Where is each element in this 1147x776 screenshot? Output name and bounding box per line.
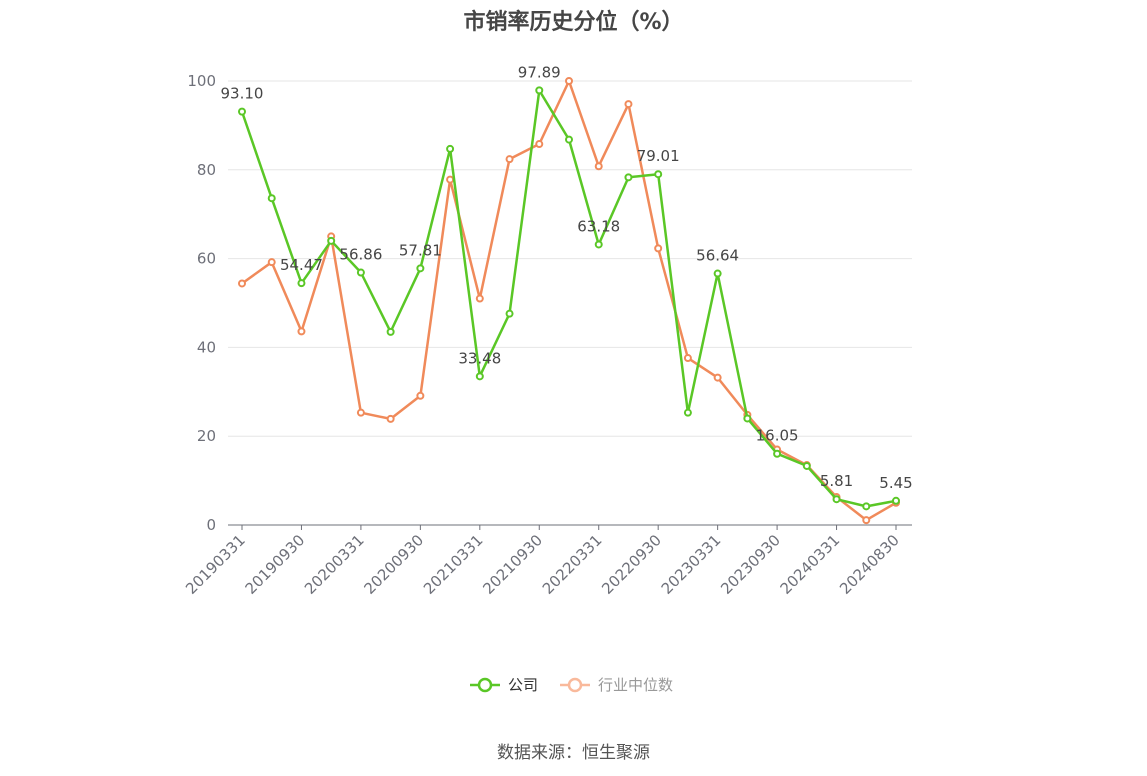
data-point-industry[interactable]: [862, 516, 871, 525]
data-point-company[interactable]: [654, 170, 663, 179]
x-tick-label: 20210930: [479, 531, 546, 598]
x-tick-label: 20200331: [301, 531, 368, 598]
source-note: 数据来源：恒生聚源: [497, 743, 650, 763]
series-industry: [238, 77, 900, 525]
legend-item-industry[interactable]: 行业中位数: [560, 676, 673, 694]
data-point-industry[interactable]: [713, 373, 722, 382]
data-point-industry[interactable]: [356, 408, 365, 417]
data-point-company[interactable]: [743, 414, 752, 423]
data-point-industry[interactable]: [654, 244, 663, 253]
data-label: 57.81: [399, 241, 442, 259]
legend-item-company[interactable]: 公司: [470, 676, 538, 694]
data-label: 63.18: [577, 217, 620, 235]
data-point-industry[interactable]: [475, 294, 484, 303]
data-point-company[interactable]: [297, 279, 306, 288]
series-layer: [238, 77, 900, 525]
data-label: 97.89: [518, 63, 561, 81]
data-point-company[interactable]: [416, 264, 425, 273]
data-point-company[interactable]: [594, 240, 603, 249]
data-point-company[interactable]: [356, 268, 365, 277]
data-point-company[interactable]: [535, 86, 544, 95]
y-tick-label: 100: [187, 72, 216, 90]
data-point-company[interactable]: [832, 495, 841, 504]
data-point-industry[interactable]: [594, 162, 603, 171]
x-tick-label: 20190331: [182, 531, 249, 598]
data-point-industry[interactable]: [565, 77, 573, 85]
data-label: 16.05: [756, 427, 799, 445]
x-tick-label: 20200930: [360, 531, 427, 598]
x-tick-label: 20190930: [242, 531, 309, 598]
data-label: 54.47: [280, 256, 323, 274]
data-point-industry[interactable]: [386, 414, 395, 423]
x-axis: 2019033120190930202003312020093020210331…: [182, 524, 912, 598]
grid-layer: 0 20 40 60 80 100: [187, 72, 912, 534]
data-label: 56.64: [696, 247, 739, 265]
data-label: 56.86: [339, 246, 382, 264]
series-company: [238, 86, 900, 511]
data-point-industry[interactable]: [238, 279, 246, 288]
data-label: 93.10: [221, 85, 264, 103]
data-label: 5.81: [820, 472, 853, 490]
legend-marker-icon: [477, 677, 493, 693]
data-point-industry[interactable]: [535, 140, 544, 149]
data-label-layer: 93.10 54.47 56.86 57.81 33.48 97.89 63.18 79.01…: [221, 63, 913, 491]
legend[interactable]: 公司 行业中位数: [470, 676, 673, 694]
data-point-company[interactable]: [565, 135, 573, 144]
data-point-industry[interactable]: [267, 258, 276, 267]
data-point-company[interactable]: [624, 173, 633, 182]
data-point-company[interactable]: [892, 496, 900, 505]
x-tick-label: 20240331: [777, 531, 844, 598]
series-line-industry: [241, 79, 897, 522]
data-label: 5.45: [879, 474, 912, 492]
data-point-company[interactable]: [713, 269, 722, 278]
data-point-industry[interactable]: [683, 354, 692, 363]
data-point-company[interactable]: [475, 372, 484, 381]
data-point-company[interactable]: [683, 408, 692, 417]
x-tick-label: 20230331: [658, 531, 725, 598]
data-point-industry[interactable]: [297, 327, 306, 336]
data-point-industry[interactable]: [505, 155, 514, 164]
data-point-company[interactable]: [446, 144, 455, 153]
data-point-industry[interactable]: [624, 100, 633, 109]
y-tick-label: 20: [197, 427, 216, 445]
data-point-company[interactable]: [773, 449, 782, 458]
x-tick-label: 20220331: [539, 531, 606, 598]
data-point-company[interactable]: [238, 107, 246, 116]
data-point-company[interactable]: [267, 194, 276, 203]
data-point-company[interactable]: [862, 502, 871, 511]
x-tick-label: 20240830: [836, 531, 903, 598]
x-tick-label: 20230930: [717, 531, 784, 598]
data-point-company[interactable]: [802, 461, 811, 470]
data-label: 33.48: [458, 349, 501, 367]
legend-label: 公司: [508, 676, 538, 694]
data-point-company[interactable]: [386, 327, 395, 336]
y-tick-label: 60: [197, 250, 216, 268]
data-point-company[interactable]: [505, 309, 514, 318]
y-tick-label: 40: [197, 338, 216, 356]
data-point-company[interactable]: [327, 236, 336, 245]
y-tick-label: 80: [197, 161, 216, 179]
x-tick-label: 20220930: [598, 531, 665, 598]
chart-title: 市销率历史分位（%）: [463, 10, 684, 35]
data-point-industry[interactable]: [446, 175, 455, 184]
data-label: 79.01: [637, 147, 680, 165]
data-point-industry[interactable]: [416, 391, 425, 400]
legend-label: 行业中位数: [598, 676, 673, 694]
x-tick-label: 20210331: [420, 531, 487, 598]
y-tick-label: 0: [206, 516, 216, 534]
legend-marker-icon: [567, 677, 583, 693]
